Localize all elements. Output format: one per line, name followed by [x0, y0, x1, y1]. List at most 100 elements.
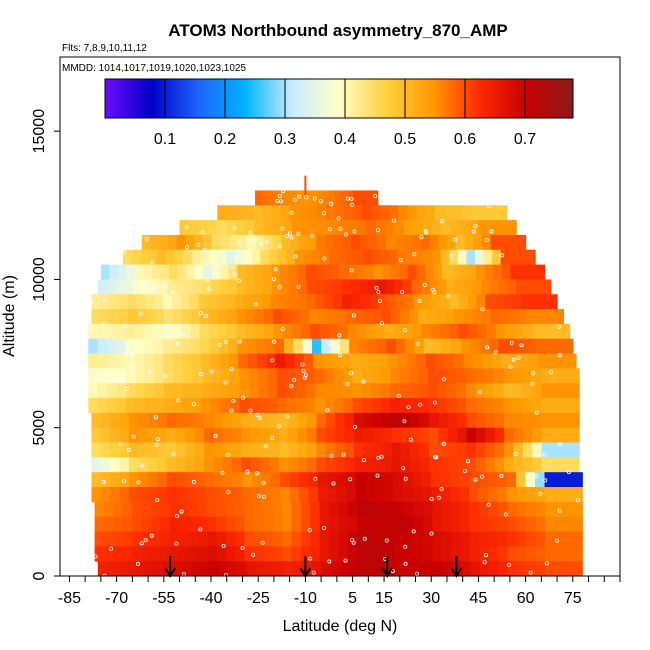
heatmap-cell: [154, 383, 165, 399]
heatmap-cell: [340, 561, 350, 577]
heatmap-cell: [518, 264, 529, 280]
heatmap-cell: [470, 338, 481, 354]
heatmap-cell: [328, 323, 339, 340]
heatmap-cell: [150, 516, 161, 532]
heatmap-cell: [176, 487, 187, 503]
heatmap-cell: [400, 442, 411, 458]
heatmap-cell: [305, 368, 316, 384]
heatmap-cell: [116, 338, 127, 354]
heatmap-cell: [147, 442, 158, 458]
heatmap-cell: [179, 531, 189, 547]
heatmap-cell: [414, 249, 425, 265]
heatmap-cell: [429, 234, 439, 251]
heatmap-cell: [226, 205, 236, 221]
heatmap-cell: [167, 234, 178, 251]
heatmap-cell: [441, 220, 452, 236]
heatmap-cell: [504, 457, 515, 473]
heatmap-cell: [297, 442, 308, 458]
heatmap-cell: [522, 383, 533, 399]
heatmap-cell: [272, 309, 283, 325]
heatmap-cell: [243, 249, 253, 265]
heatmap-cell: [136, 309, 147, 325]
heatmap-cell: [179, 220, 190, 236]
heatmap-cell: [298, 234, 309, 251]
heatmap-cell: [118, 309, 129, 325]
heatmap-cell: [225, 531, 236, 547]
heatmap-cell: [270, 487, 281, 503]
heatmap-cell: [91, 457, 102, 473]
heatmap-cell: [450, 531, 461, 547]
heatmap-cell: [144, 353, 155, 369]
heatmap-cell: [319, 516, 330, 532]
heatmap-cell: [428, 368, 439, 384]
heatmap-cell: [150, 546, 161, 562]
heatmap-cell: [455, 234, 466, 251]
heatmap-cell: [126, 383, 137, 399]
heatmap-cell: [469, 531, 480, 547]
heatmap-cell: [169, 501, 180, 518]
sample-point: [263, 444, 268, 449]
heatmap-cell: [442, 338, 453, 354]
heatmap-cell: [497, 487, 508, 503]
heatmap-cell: [513, 368, 524, 384]
heatmap-cell: [554, 338, 565, 354]
x-tick-label: 15: [375, 590, 393, 607]
sample-point: [338, 226, 343, 231]
heatmap-cell: [408, 264, 418, 280]
heatmap-cell: [302, 338, 313, 354]
heatmap-cell: [260, 249, 270, 265]
heatmap-cell: [423, 561, 434, 577]
heatmap-cell: [214, 487, 225, 503]
heatmap-cell: [233, 472, 244, 488]
sample-point: [406, 405, 411, 410]
heatmap-cell: [343, 383, 354, 399]
heatmap-cell: [176, 472, 187, 488]
sample-point: [213, 433, 218, 438]
heatmap-cell: [339, 264, 349, 280]
heatmap-cell: [227, 323, 238, 340]
heatmap-cell: [541, 398, 552, 414]
heatmap-cell: [185, 487, 196, 503]
heatmap-cell: [263, 220, 274, 236]
heatmap-cell: [144, 561, 155, 577]
heatmap-cell: [191, 353, 202, 369]
heatmap-cell: [535, 487, 546, 503]
heatmap-cell: [382, 264, 392, 280]
heatmap-cell: [289, 472, 300, 488]
heatmap-cell: [234, 249, 244, 265]
heatmap-cell: [150, 501, 161, 518]
heatmap-cell: [402, 472, 413, 488]
heatmap-cell: [517, 561, 527, 577]
heatmap-cell: [310, 531, 321, 547]
heatmap-cell: [332, 353, 343, 369]
heatmap-cell: [423, 338, 434, 354]
sample-point: [251, 552, 256, 557]
heatmap-cell: [173, 398, 184, 414]
heatmap-cell: [252, 294, 263, 310]
heatmap-cell: [454, 353, 465, 369]
heatmap-cell: [460, 516, 471, 532]
sample-point: [343, 558, 348, 563]
heatmap-cell: [207, 501, 218, 518]
heatmap-cell: [288, 294, 298, 310]
colorbar-tick-label: 0.4: [334, 131, 356, 148]
heatmap-cell: [512, 294, 522, 310]
heatmap-cell: [279, 294, 290, 310]
heatmap-cell: [131, 249, 141, 265]
heatmap-cell: [450, 220, 461, 236]
heatmap-cell: [298, 279, 308, 295]
sample-point: [138, 311, 143, 316]
sample-point: [278, 244, 283, 249]
sample-point: [149, 260, 154, 265]
heatmap-cell: [403, 234, 413, 251]
sample-point: [229, 408, 234, 413]
heatmap-cell: [443, 205, 454, 221]
heatmap-cell: [440, 294, 451, 310]
heatmap-cell: [327, 309, 338, 325]
heatmap-cell: [341, 279, 351, 295]
heatmap-cell: [179, 546, 189, 562]
heatmap-cell: [289, 205, 300, 221]
heatmap-cell: [484, 368, 495, 384]
sample-point: [232, 271, 237, 276]
heatmap-cell: [198, 294, 209, 310]
